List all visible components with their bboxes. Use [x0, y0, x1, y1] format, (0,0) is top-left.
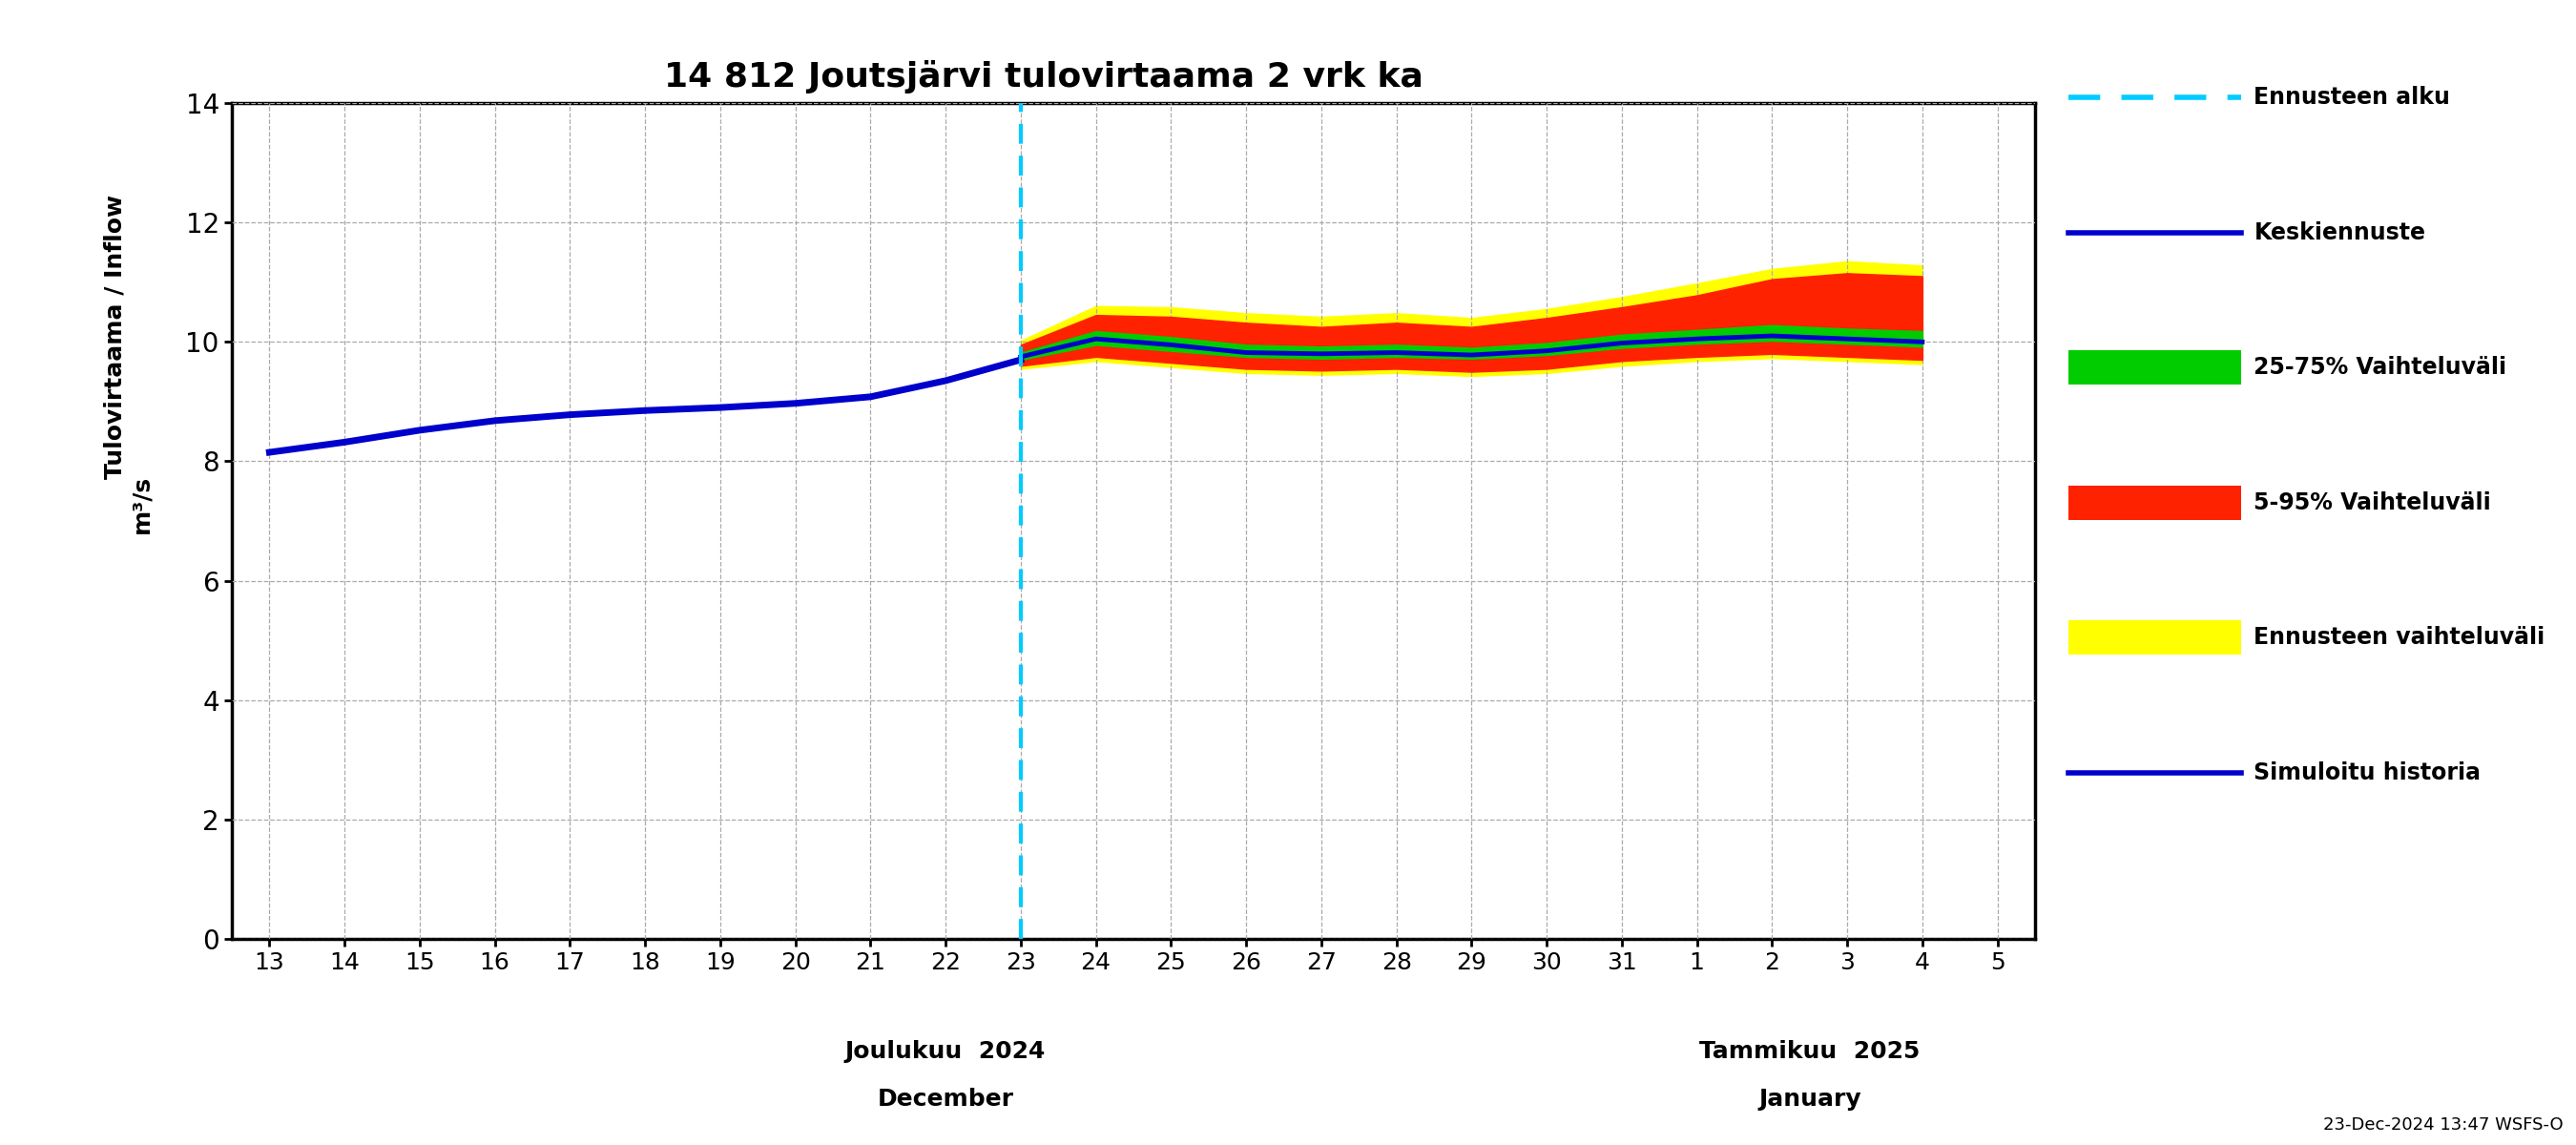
Text: Joulukuu  2024: Joulukuu 2024 [845, 1041, 1046, 1064]
Text: Keskiennuste: Keskiennuste [2254, 221, 2427, 244]
Text: Tammikuu  2025: Tammikuu 2025 [1700, 1041, 1919, 1064]
Text: 25-75% Vaihteluväli: 25-75% Vaihteluväli [2254, 356, 2506, 379]
Text: Ennusteen alku: Ennusteen alku [2254, 86, 2450, 109]
Text: January: January [1759, 1088, 1860, 1111]
Text: December: December [878, 1088, 1015, 1111]
Text: m³/s: m³/s [131, 475, 152, 534]
Text: Simuloitu historia: Simuloitu historia [2254, 761, 2481, 784]
Text: 23-Dec-2024 13:47 WSFS-O: 23-Dec-2024 13:47 WSFS-O [2324, 1116, 2563, 1134]
Text: 5-95% Vaihteluväli: 5-95% Vaihteluväli [2254, 491, 2491, 514]
Title: 14 812 Joutsjärvi tulovirtaama 2 vrk ka: 14 812 Joutsjärvi tulovirtaama 2 vrk ka [665, 61, 1422, 94]
Text: Tulovirtaama / Inflow: Tulovirtaama / Inflow [103, 195, 126, 480]
Text: Ennusteen vaihteluväli: Ennusteen vaihteluväli [2254, 626, 2545, 649]
